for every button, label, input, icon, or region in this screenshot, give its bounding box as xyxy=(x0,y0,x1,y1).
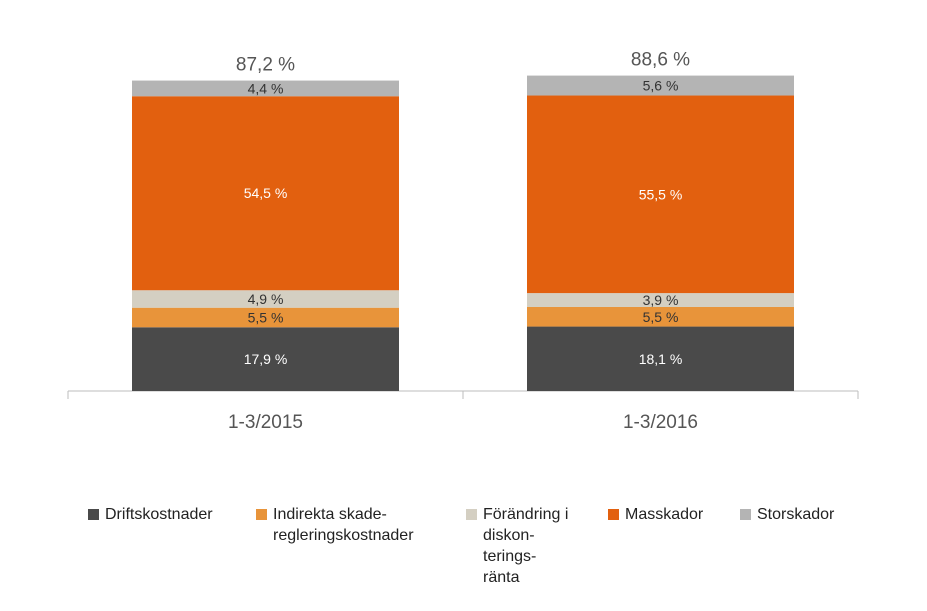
legend-item: Storskador xyxy=(740,504,860,588)
legend-item: Förändring i diskon- terings- ränta xyxy=(466,504,608,588)
bar-segment xyxy=(527,293,794,307)
legend-item: Masskador xyxy=(608,504,740,588)
legend-item: Driftskostnader xyxy=(88,504,256,588)
data-label: 17,9 % xyxy=(244,351,288,367)
bar-segment xyxy=(527,75,794,96)
data-label: 5,5 % xyxy=(248,309,284,325)
legend-swatch xyxy=(466,509,477,520)
data-label: 54,5 % xyxy=(244,185,288,201)
data-label: 5,5 % xyxy=(643,309,679,325)
total-label: 88,6 % xyxy=(631,50,690,71)
bar-segment xyxy=(527,326,794,391)
bar-segment xyxy=(527,95,794,294)
bar-segment xyxy=(132,290,399,308)
legend: Driftskostnader Indirekta skade- reglerin… xyxy=(88,504,860,588)
bar-segment xyxy=(132,327,399,391)
total-label: 87,2 % xyxy=(236,55,295,76)
legend-label: Storskador xyxy=(757,506,835,523)
data-label: 55,5 % xyxy=(639,186,683,202)
data-label: 4,4 % xyxy=(248,80,284,96)
data-label: 3,9 % xyxy=(643,292,679,308)
legend-swatch xyxy=(256,509,267,520)
bar-segment xyxy=(132,96,399,291)
data-label: 4,9 % xyxy=(248,291,284,307)
bar-segment xyxy=(527,306,794,327)
legend-label: Driftskostnader xyxy=(105,506,213,523)
legend-swatch xyxy=(608,509,619,520)
legend-label: Indirekta skade- regleringskostnader xyxy=(273,506,414,544)
category-label: 1-3/2016 xyxy=(623,412,698,433)
legend-label: Masskador xyxy=(625,506,704,523)
legend-label: Förändring i diskon- terings- ränta xyxy=(483,506,569,586)
stacked-bar-chart: 17,9 % 5,5 % 4,9 % 54,5 % 4,4 % 87,2 % 1-3/201… xyxy=(67,50,859,433)
bar-segment xyxy=(132,80,399,97)
legend-swatch xyxy=(88,509,99,520)
legend-swatch xyxy=(740,509,751,520)
legend-item: Indirekta skade- regleringskostnader xyxy=(256,504,466,588)
data-label: 18,1 % xyxy=(639,351,683,367)
bar-segment xyxy=(132,307,399,328)
category-label: 1-3/2015 xyxy=(228,412,303,433)
data-label: 5,6 % xyxy=(643,78,679,94)
